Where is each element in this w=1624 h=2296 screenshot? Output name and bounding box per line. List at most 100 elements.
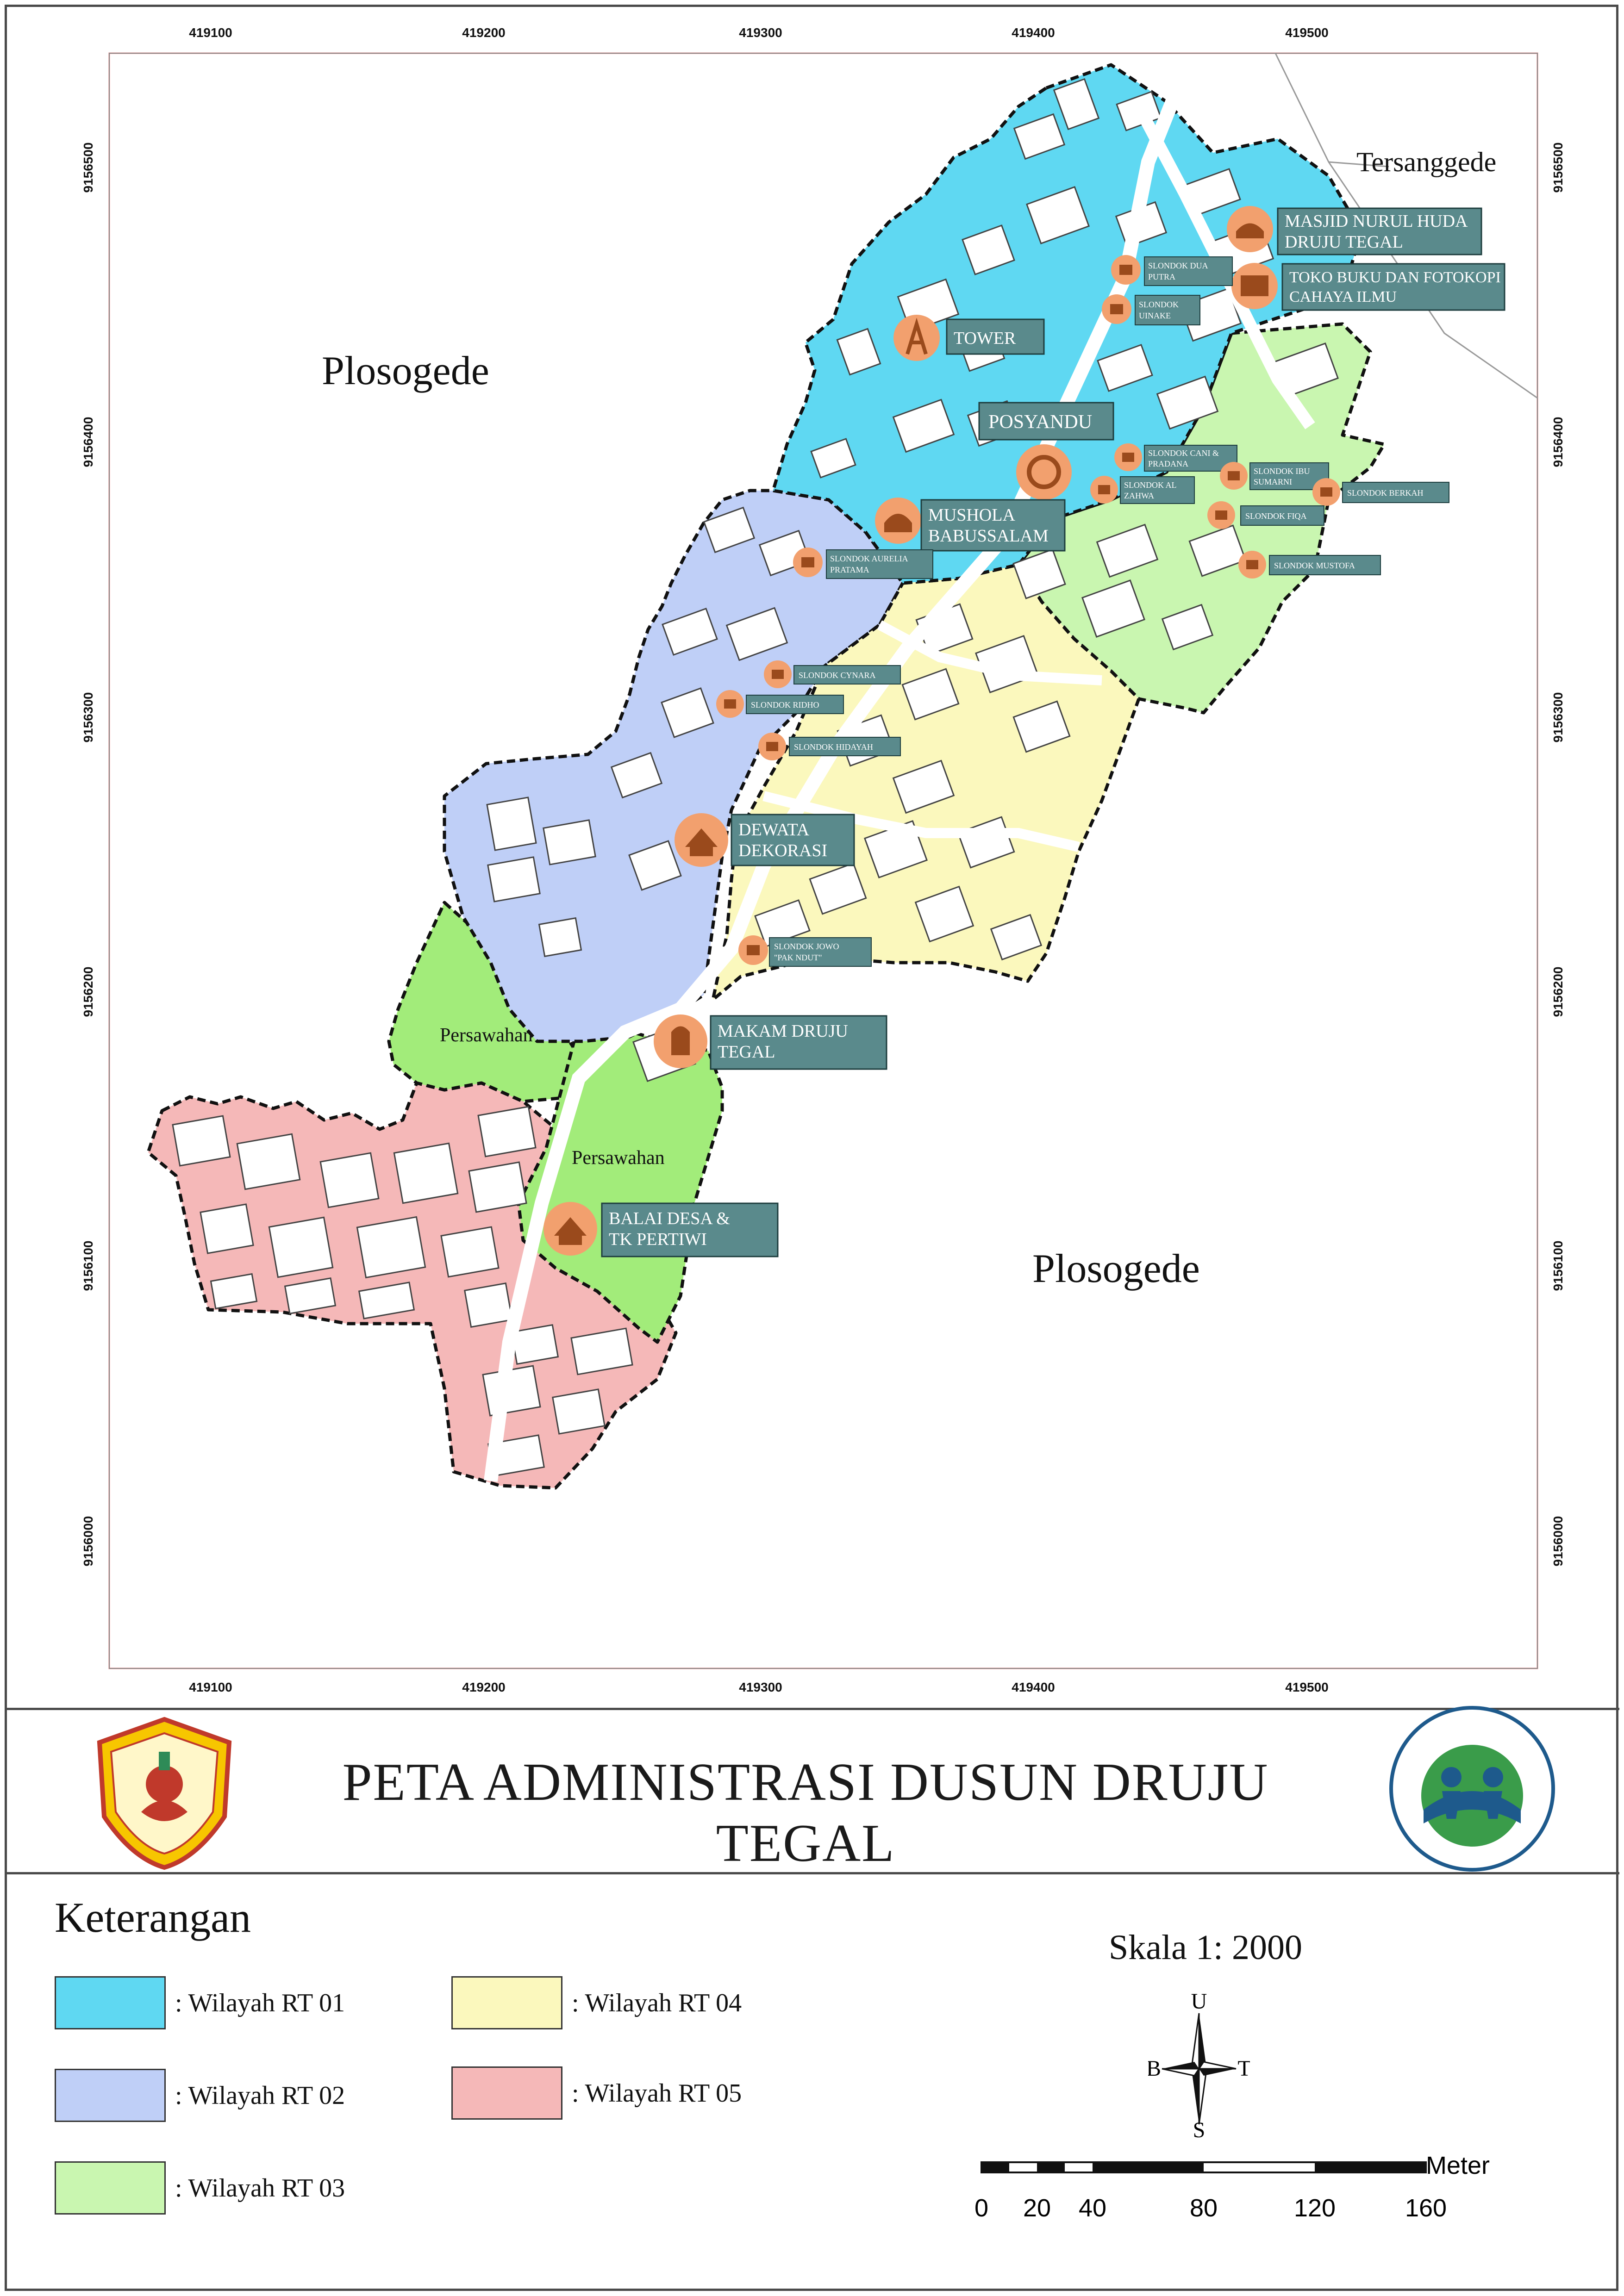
slondok-berkah: SLONDOK BERKAH <box>1347 488 1424 498</box>
map-border <box>109 53 1538 1669</box>
shop-icon <box>1320 487 1332 497</box>
slondok-cani-2: PRADANA <box>1148 459 1188 468</box>
boundary-line <box>1328 161 1389 168</box>
shop-icon <box>1098 485 1110 494</box>
shop-icon <box>1215 510 1227 520</box>
poi-slondok-berkah[interactable]: SLONDOK BERKAH <box>1312 478 1449 506</box>
mosque-icon <box>1236 223 1264 238</box>
poi-slondok-al-zahwa[interactable]: SLONDOK AL ZAHWA <box>1090 476 1195 504</box>
poi-tower[interactable]: TOWER <box>893 315 1045 361</box>
region-rt02[interactable] <box>443 489 905 1043</box>
house-icon <box>554 1217 587 1245</box>
slondok-ridho: SLONDOK RIDHO <box>751 700 819 709</box>
scale-tick-80: 80 <box>1189 2194 1218 2222</box>
scale-tick-0: 0 <box>974 2194 989 2222</box>
legend-swatch-rt05 <box>451 2066 562 2120</box>
page-frame <box>5 5 1618 2291</box>
field-label-persawahan-west: Persawahan <box>440 1025 533 1046</box>
legend-label-rt01: : Wilayah RT 01 <box>175 1988 345 2017</box>
grid-y-left-3: 9156300 <box>81 692 95 742</box>
legend-swatch-rt04 <box>451 1976 562 2029</box>
poi-masjid[interactable]: MASJID NURUL HUDA DRUJU TEGAL <box>1227 206 1482 255</box>
legend-swatch-rt01 <box>55 1976 166 2029</box>
area-label-tersanggede: Tersanggede <box>1356 147 1496 177</box>
road-rt04 <box>762 791 1080 852</box>
legend-label-rt05: : Wilayah RT 05 <box>572 2078 742 2108</box>
poi-slondok-cynara[interactable]: SLONDOK CYNARA <box>764 660 901 688</box>
kkn-logo <box>1389 1706 1555 1872</box>
poi-slondok-ibu-sumarni[interactable]: SLONDOK IBU SUMARNI <box>1220 462 1329 490</box>
poi-posyandu[interactable]: POSYANDU <box>978 402 1114 500</box>
poi-toko-buku[interactable]: TOKO BUKU DAN FOTOKOPI CAHAYA ILMU <box>1231 263 1505 311</box>
poi-slondok-fiqa[interactable]: SLONDOK FIQA <box>1207 501 1324 529</box>
grid-x-top-3: 419300 <box>739 25 782 40</box>
map-title: PETA ADMINISTRASI DUSUN DRUJU TEGAL <box>342 1753 1269 1873</box>
poi-balai-line2: TK PERTIWI <box>609 1230 707 1249</box>
scale-tick-20: 20 <box>1023 2194 1051 2222</box>
poi-makam[interactable]: MAKAM DRUJU TEGAL <box>654 1014 887 1070</box>
poi-mushola[interactable]: MUSHOLA BABUSSALAM <box>875 498 1066 552</box>
poi-slondok-mustofa[interactable]: SLONDOK MUSTOFA <box>1238 551 1381 579</box>
poi-dewata-dekorasi[interactable]: DEWATA DEKORASI <box>675 813 855 867</box>
scale-tick-160: 160 <box>1405 2194 1447 2222</box>
shop-icon <box>1122 453 1134 462</box>
legend-swatch-rt03 <box>55 2161 166 2215</box>
poi-slondok-cani[interactable]: SLONDOK CANI & PRADANA <box>1114 443 1237 472</box>
legend-item-rt01: : Wilayah RT 01 <box>55 1976 345 2029</box>
legend-title: Keterangan <box>55 1894 251 1941</box>
shop-icon <box>801 557 814 567</box>
map-canvas[interactable]: 419100 419200 419300 419400 419500 41910… <box>0 0 1624 1703</box>
shop-icon <box>747 945 760 955</box>
house-icon <box>685 828 718 856</box>
scale-unit: Meter <box>1426 2152 1490 2179</box>
slondok-aurelia-2: PRATAMA <box>830 565 869 574</box>
slondok-cani-1: SLONDOK CANI & <box>1148 448 1219 458</box>
poi-makam-line1: MAKAM DRUJU <box>718 1021 848 1041</box>
grid-y-right-3: 9156300 <box>1551 692 1565 742</box>
grid-y-right-5: 9156100 <box>1551 1240 1565 1291</box>
poi-mushola-line2: BABUSSALAM <box>928 526 1049 546</box>
poi-mushola-line1: MUSHOLA <box>928 505 1015 525</box>
slondok-aurelia-1: SLONDOK AURELIA <box>830 554 908 563</box>
slondok-ibu-1: SLONDOK IBU <box>1254 467 1310 476</box>
area-label-plosogede-east: Plosogede <box>1032 1246 1200 1291</box>
region-sawah-west[interactable] <box>387 901 590 1103</box>
poi-balai-desa[interactable]: BALAI DESA & TK PERTIWI <box>543 1202 779 1257</box>
legend-label-rt03: : Wilayah RT 03 <box>175 2173 345 2203</box>
scale-bar-graphic <box>981 2161 1427 2173</box>
grid-x-top-1: 419100 <box>189 25 232 40</box>
shop-icon <box>1228 471 1240 480</box>
poi-balai-line1: BALAI DESA & <box>609 1209 730 1228</box>
legend-item-rt04: : Wilayah RT 04 <box>451 1976 742 2029</box>
legend-item-rt02: : Wilayah RT 02 <box>55 2069 345 2122</box>
legend-label-rt02: : Wilayah RT 02 <box>175 2081 345 2110</box>
slondok-hidayah: SLONDOK HIDAYAH <box>794 742 873 752</box>
poi-masjid-line1: MASJID NURUL HUDA <box>1285 212 1468 231</box>
poi-slondok-jowo[interactable]: SLONDOK JOWO "PAK NDUT" <box>738 935 872 967</box>
tower-icon <box>906 317 928 355</box>
mosque-icon <box>884 514 912 532</box>
poi-toko-line1: TOKO BUKU DAN FOTOKOPI <box>1289 269 1501 286</box>
poi-slondok-ridho[interactable]: SLONDOK RIDHO <box>716 690 844 718</box>
poi-slondok-hidayah[interactable]: SLONDOK HIDAYAH <box>758 733 901 760</box>
grid-y-right-4: 9156200 <box>1551 966 1565 1017</box>
grid-y-left-1: 9156500 <box>81 142 95 193</box>
poi-slondok-aurelia[interactable]: SLONDOK AURELIA PRATAMA <box>793 548 933 579</box>
slondok-fiqa: SLONDOK FIQA <box>1245 511 1307 521</box>
health-icon <box>1027 455 1061 489</box>
grid-x-top-5: 419500 <box>1285 25 1328 40</box>
compass-east: T <box>1237 2056 1250 2081</box>
poi-slondok-uinake[interactable]: SLONDOK UINAKE <box>1102 294 1200 325</box>
tombstone-icon <box>671 1026 690 1055</box>
divider-title <box>5 1708 1619 1710</box>
slondok-uinake-1: SLONDOK <box>1139 300 1179 309</box>
shop-icon <box>1241 275 1268 296</box>
grid-y-right-2: 9156400 <box>1551 417 1565 467</box>
grid-x-bottom-1: 419100 <box>189 1680 232 1694</box>
poi-toko-line2: CAHAYA ILMU <box>1289 288 1397 305</box>
poi-slondok-dua-putra[interactable]: SLONDOK DUA PUTRA <box>1111 255 1233 286</box>
compass-west: B <box>1148 2056 1161 2081</box>
grid-x-bottom-5: 419500 <box>1285 1680 1328 1694</box>
slondok-al-zahwa-2: ZAHWA <box>1124 491 1154 500</box>
slondok-cynara: SLONDOK CYNARA <box>799 671 876 680</box>
